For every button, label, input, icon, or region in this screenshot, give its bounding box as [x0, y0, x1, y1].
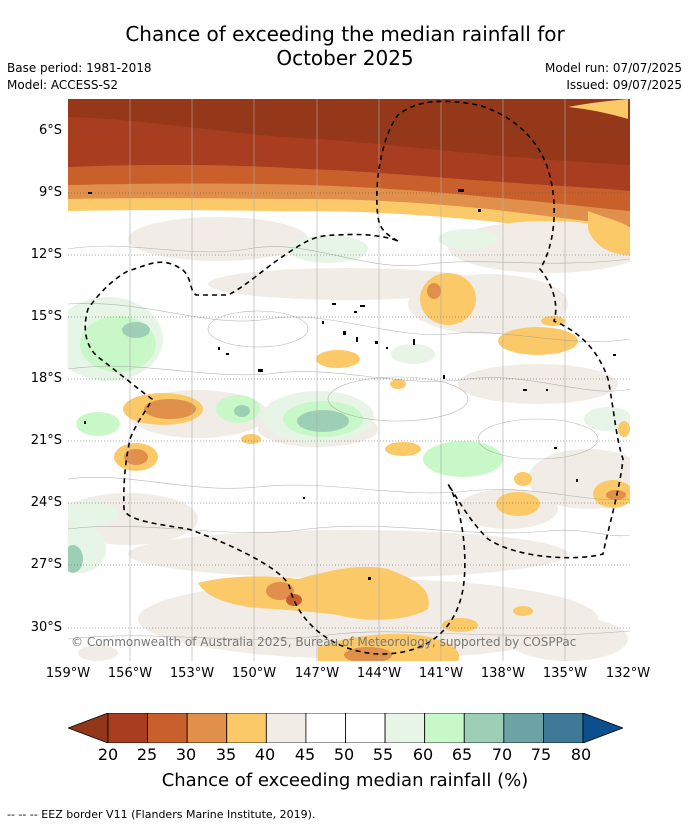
colorbar-cell [265, 713, 307, 743]
colorbar-cells [107, 713, 584, 743]
lon-label-135w: 135°W [542, 666, 588, 681]
lat-label-27s: 27°S [30, 557, 62, 572]
colorbar-cell [107, 713, 148, 743]
colorbar-tick: 65 [451, 745, 473, 764]
colorbar-tick: 55 [372, 745, 394, 764]
colorbar-cell [186, 713, 228, 743]
lon-label-150w: 150°W [231, 666, 277, 681]
colorbar-tick: 30 [175, 745, 197, 764]
base-period: Base period: 1981-2018 [7, 61, 152, 75]
graticule [68, 130, 630, 629]
title-line-2: October 2025 [276, 46, 414, 70]
colorbar-tick: 20 [97, 745, 119, 764]
model-run: Model run: 07/07/2025 [544, 61, 682, 75]
lat-label-15s: 15°S [30, 309, 62, 324]
colorbar-under-arrow [68, 713, 109, 743]
title-line-1: Chance of exceeding the median rainfall … [125, 22, 565, 46]
dry-band-north [68, 99, 630, 239]
contour-lines [68, 245, 630, 640]
lon-label-141w: 141°W [418, 666, 464, 681]
metadata-right: Model run: 07/07/2025 Issued: 09/07/2025 [545, 60, 682, 94]
lat-label-6s: 6°S [38, 123, 62, 138]
lat-label-12s: 12°S [30, 247, 62, 262]
colorbar-over-arrow [582, 713, 623, 743]
lat-label-30s: 30°S [30, 620, 62, 635]
colorbar-cell [226, 713, 267, 743]
metadata-left: Base period: 1981-2018 Model: ACCESS-S2 [7, 60, 152, 94]
lat-label-24s: 24°S [30, 495, 62, 510]
colorbar-cell [384, 713, 426, 743]
rainfall-map: © Commonwealth of Australia 2025, Bureau… [68, 99, 630, 661]
colorbar-cell [147, 713, 188, 743]
colorbar-tick: 50 [333, 745, 355, 764]
colorbar-cell [503, 713, 544, 743]
map-title: Chance of exceeding the median rainfall … [0, 22, 690, 70]
lat-label-18s: 18°S [30, 371, 62, 386]
lon-label-159w: 159°W [45, 666, 91, 681]
colorbar-cell [345, 713, 386, 743]
lon-label-147w: 147°W [294, 666, 340, 681]
model-name: Model: ACCESS-S2 [7, 78, 119, 92]
colorbar-title: Chance of exceeding median rainfall (%) [161, 770, 529, 791]
colorbar-tick: 80 [570, 745, 592, 764]
lat-label-9s: 9°S [38, 185, 62, 200]
wet-patches [68, 229, 630, 573]
eez-footnote: -- -- -- EEZ border V11 (Flanders Marine… [7, 808, 316, 821]
lon-label-144w: 144°W [356, 666, 402, 681]
lon-label-138w: 138°W [480, 666, 526, 681]
colorbar-tick: 40 [254, 745, 276, 764]
lon-label-132w: 132°W [605, 666, 651, 681]
lon-label-153w: 153°W [169, 666, 215, 681]
colorbar-tick: 70 [491, 745, 513, 764]
graticule-meridians [129, 99, 566, 661]
copyright-text: © Commonwealth of Australia 2025, Bureau… [71, 635, 576, 649]
colorbar-tick: 75 [530, 745, 552, 764]
colorbar [68, 713, 623, 743]
colorbar-cell [305, 713, 346, 743]
colorbar-tick: 25 [136, 745, 158, 764]
colorbar-cell [543, 713, 584, 743]
colorbar-tick: 35 [215, 745, 237, 764]
lon-label-156w: 156°W [107, 666, 153, 681]
eez-borders [84, 100, 624, 655]
colorbar-cell [463, 713, 505, 743]
lat-label-21s: 21°S [30, 433, 62, 448]
colorbar-tick: 45 [294, 745, 316, 764]
issued-date: Issued: 09/07/2025 [566, 78, 682, 92]
colorbar-cell [424, 713, 465, 743]
colorbar-tick: 60 [412, 745, 434, 764]
